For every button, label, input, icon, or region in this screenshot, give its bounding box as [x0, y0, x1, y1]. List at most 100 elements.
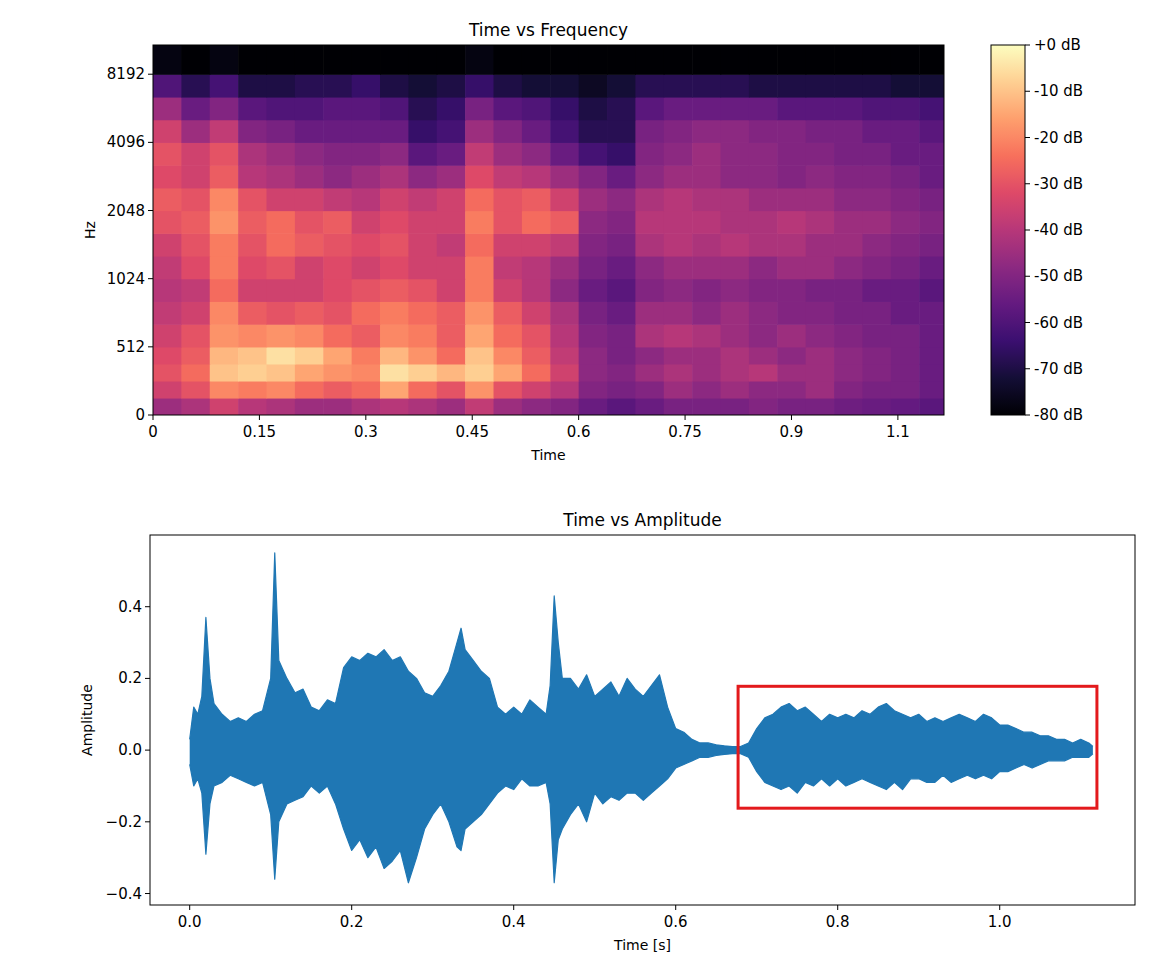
x-tick: [685, 415, 686, 420]
heat-cell: [721, 324, 750, 347]
heat-cell: [862, 364, 891, 382]
heat-cell: [862, 188, 891, 211]
heat-cell: [267, 45, 296, 75]
colorbar-tick: [1025, 276, 1030, 277]
heat-cell: [862, 398, 891, 415]
heat-cell: [692, 398, 721, 415]
heat-cell: [607, 324, 636, 347]
heat-cell: [295, 211, 324, 234]
heat-cell: [380, 188, 409, 211]
heat-cell: [267, 120, 296, 143]
heat-cell: [834, 279, 863, 302]
x-tick: [837, 905, 838, 910]
heat-cell: [919, 45, 944, 75]
x-tick: [365, 415, 366, 420]
heat-cell: [777, 324, 806, 347]
waveform-fill: [190, 553, 1093, 883]
y-tick: [145, 606, 150, 607]
heat-cell: [153, 74, 182, 97]
heat-cell: [692, 233, 721, 256]
heat-cell: [323, 398, 352, 415]
heat-cell: [295, 165, 324, 188]
heat-cell: [607, 142, 636, 165]
heat-cell: [749, 364, 778, 382]
heat-cell: [834, 347, 863, 365]
heat-cell: [806, 279, 835, 302]
heat-cell: [522, 211, 551, 234]
heat-cell: [862, 142, 891, 165]
heat-cell: [607, 364, 636, 382]
highlight-box: [738, 686, 1097, 808]
heat-cell: [919, 233, 944, 256]
heat-cell: [465, 165, 494, 188]
heat-cell: [267, 324, 296, 347]
heat-cell: [267, 398, 296, 415]
heat-cell: [238, 398, 267, 415]
heat-cell: [238, 347, 267, 365]
heat-cell: [664, 233, 693, 256]
heat-cell: [210, 301, 239, 324]
colorbar-tick: [1025, 368, 1030, 369]
heat-cell: [494, 120, 523, 143]
heat-cell: [465, 324, 494, 347]
heat-cell: [522, 324, 551, 347]
heat-cell: [749, 74, 778, 97]
heat-cell: [834, 142, 863, 165]
heat-cell: [749, 120, 778, 143]
heat-cell: [210, 97, 239, 120]
colorbar-tick-label: -40 dB: [1034, 221, 1083, 239]
heat-cell: [664, 324, 693, 347]
heat-cell: [834, 324, 863, 347]
heat-cell: [692, 301, 721, 324]
heat-cell: [579, 45, 608, 75]
y-tick-label: 8192: [107, 65, 145, 83]
heat-cell: [267, 165, 296, 188]
heat-cell: [891, 120, 920, 143]
heat-cell: [408, 324, 437, 347]
heat-cell: [749, 165, 778, 188]
heat-cell: [323, 97, 352, 120]
heat-cell: [579, 279, 608, 302]
plot-frame: [150, 535, 1135, 905]
heat-cell: [352, 211, 381, 234]
heat-cell: [267, 74, 296, 97]
x-tick: [897, 415, 898, 420]
heat-cell: [721, 45, 750, 75]
heat-cell: [862, 324, 891, 347]
heat-cell: [494, 97, 523, 120]
heat-cell: [437, 301, 466, 324]
heat-cell: [635, 211, 664, 234]
heat-cell: [437, 398, 466, 415]
colorbar-tick: [1025, 322, 1030, 323]
heat-cell: [919, 324, 944, 347]
heat-cell: [408, 74, 437, 97]
heat-cell: [664, 256, 693, 279]
heat-cell: [550, 364, 579, 382]
heat-cell: [862, 45, 891, 75]
heat-cell: [210, 165, 239, 188]
heat-cell: [607, 45, 636, 75]
heat-cell: [522, 301, 551, 324]
heat-cell: [579, 211, 608, 234]
heat-cell: [494, 188, 523, 211]
heat-cell: [721, 381, 750, 399]
heat-cell: [777, 120, 806, 143]
heat-cell: [891, 142, 920, 165]
heat-cell: [777, 188, 806, 211]
heat-cell: [721, 233, 750, 256]
heat-cell: [635, 45, 664, 75]
heat-cell: [153, 324, 182, 347]
colorbar-tick-label: -30 dB: [1034, 175, 1083, 193]
heat-cell: [862, 74, 891, 97]
heat-cell: [550, 45, 579, 75]
heat-cell: [408, 211, 437, 234]
x-tick: [472, 415, 473, 420]
colorbar-tick: [1025, 91, 1030, 92]
heat-cell: [352, 45, 381, 75]
heat-cell: [550, 188, 579, 211]
x-tick: [189, 905, 190, 910]
heat-cell: [352, 381, 381, 399]
heat-cell: [579, 381, 608, 399]
heat-cell: [607, 398, 636, 415]
heat-cell: [267, 364, 296, 382]
